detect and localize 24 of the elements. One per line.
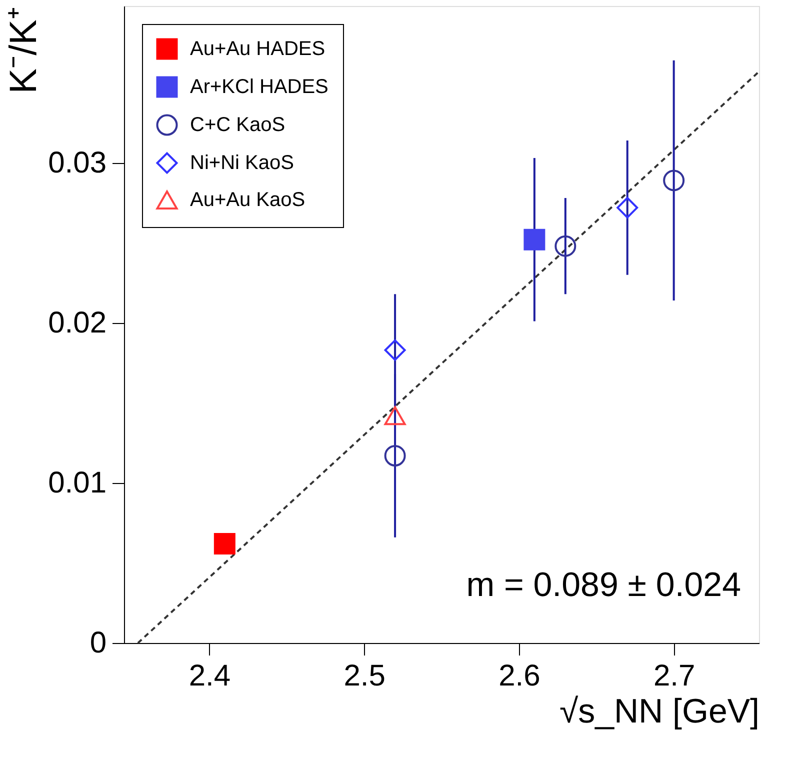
x-tick-label: 2.6 [498, 660, 540, 692]
point [214, 533, 236, 555]
y-tick-label: 0 [90, 626, 106, 660]
point [554, 235, 576, 257]
point [616, 196, 638, 218]
legend-label: Ni+Ni KaoS [190, 152, 294, 174]
x-tick-label: 2.5 [344, 660, 386, 692]
x-axis-title: √s_NN [GeV] [559, 692, 760, 730]
point [663, 170, 685, 192]
legend-label: Au+Au HADES [190, 38, 326, 60]
annotation: m = 0.089 ± 0.024 [466, 566, 741, 604]
legend-label: C+C KaoS [190, 114, 286, 136]
legend-label: Au+Au KaoS [190, 189, 306, 211]
point [384, 339, 406, 361]
x-tick-label: 2.4 [188, 660, 231, 692]
x-tick-label: 2.7 [653, 660, 696, 692]
y-tick-label: 0.03 [48, 146, 106, 180]
y-tick-label: 0.02 [48, 306, 106, 340]
legend-label: Ar+KCl HADES [190, 76, 328, 98]
point [384, 406, 406, 426]
point [384, 445, 406, 466]
y-axis-title: K⁻/K⁺ [3, 6, 46, 94]
y-tick-label: 0.01 [48, 466, 106, 500]
point [524, 228, 546, 250]
